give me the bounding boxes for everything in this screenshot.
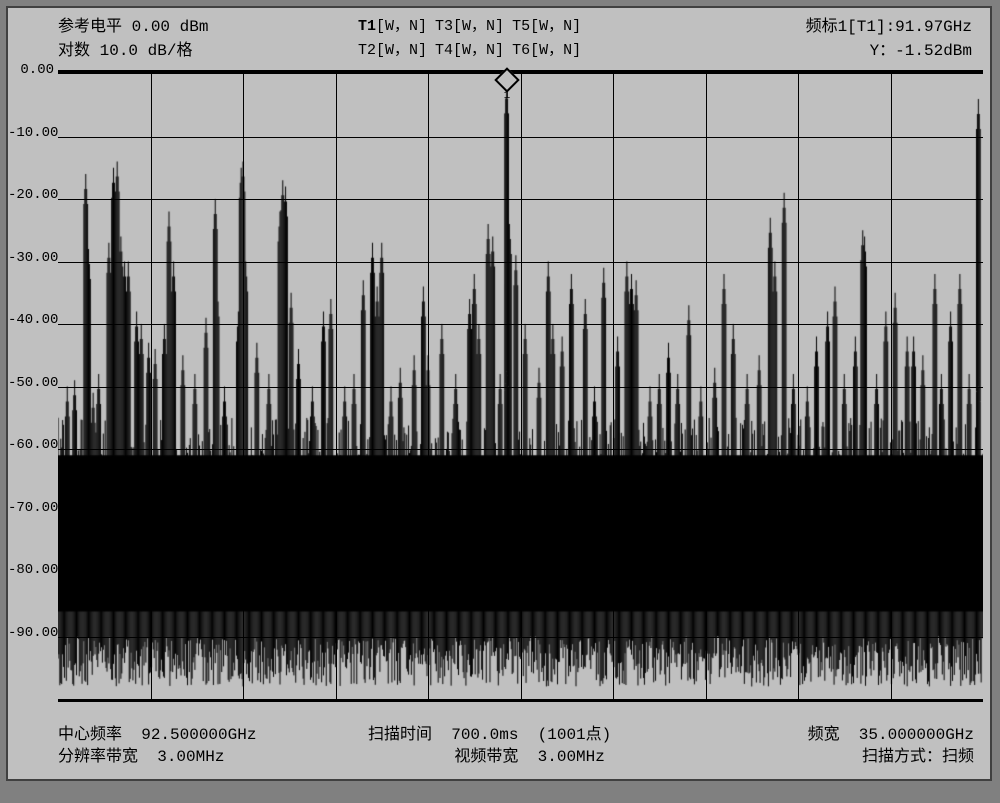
ref-level-readout: 参考电平 0.00 dBm: [58, 12, 358, 36]
footer-bar: 中心频率 92.500000GHz 扫描时间 700.0ms (1001点) 频…: [58, 721, 982, 769]
trace-t4: T4[W，N]: [435, 38, 504, 59]
sweep-mode-readout: 扫描方式：扫频: [698, 742, 982, 766]
y-tick-label: -20.00: [8, 187, 54, 203]
spectrum-plot[interactable]: 1: [58, 70, 983, 702]
header-bar: 参考电平 0.00 dBm T1[W，N] T3[W，N] T5[W，N] 频标…: [58, 12, 982, 68]
marker-freq-readout: 频标1[T1]:91.97GHz: [728, 12, 982, 36]
ref-level-label: 参考电平: [58, 18, 122, 36]
log-scale-readout: 对数 10.0 dB/格: [58, 36, 358, 60]
analyzer-window: 参考电平 0.00 dBm T1[W，N] T3[W，N] T5[W，N] 频标…: [6, 6, 992, 781]
y-tick-label: -30.00: [8, 250, 54, 266]
trace-t3: T3[W，N]: [435, 14, 504, 35]
trace-status-row2: T2[W，N] T4[W，N] T6[W，N]: [358, 38, 728, 59]
trace-t2: T2[W，N]: [358, 38, 427, 59]
y-tick-label: -40.00: [8, 312, 54, 328]
log-value: 10.0 dB/格: [100, 42, 193, 60]
marker-y-readout: Y：-1.52dBm: [728, 36, 982, 60]
sweep-time-readout: 扫描时间 700.0ms (1001点): [368, 720, 698, 744]
y-tick-label: 0.00: [8, 62, 54, 78]
y-tick-label: -60.00: [8, 437, 54, 453]
log-label: 对数: [58, 42, 90, 60]
y-tick-label: -90.00: [8, 625, 54, 641]
y-tick-label: -50.00: [8, 375, 54, 391]
trace-t5: T5[W，N]: [512, 14, 581, 35]
span-readout: 频宽 35.000000GHz: [698, 720, 982, 744]
vbw-readout: 视频带宽 3.00MHz: [368, 742, 698, 766]
trace-status-row1: T1[W，N] T3[W，N] T5[W，N]: [358, 14, 728, 35]
ref-level-value: 0.00 dBm: [132, 18, 209, 36]
trace-t1: T1[W，N]: [358, 14, 427, 35]
y-tick-label: -10.00: [8, 125, 54, 141]
marker-number: 1: [504, 90, 511, 102]
y-tick-label: -80.00: [8, 562, 54, 578]
trace-t6: T6[W，N]: [512, 38, 581, 59]
rbw-readout: 分辨率带宽 3.00MHz: [58, 742, 368, 766]
y-tick-label: -70.00: [8, 500, 54, 516]
center-freq-readout: 中心频率 92.500000GHz: [58, 720, 368, 744]
y-axis-labels: 0.00 -10.00 -20.00 -30.00 -40.00 -50.00 -60.00…: [8, 64, 56, 704]
